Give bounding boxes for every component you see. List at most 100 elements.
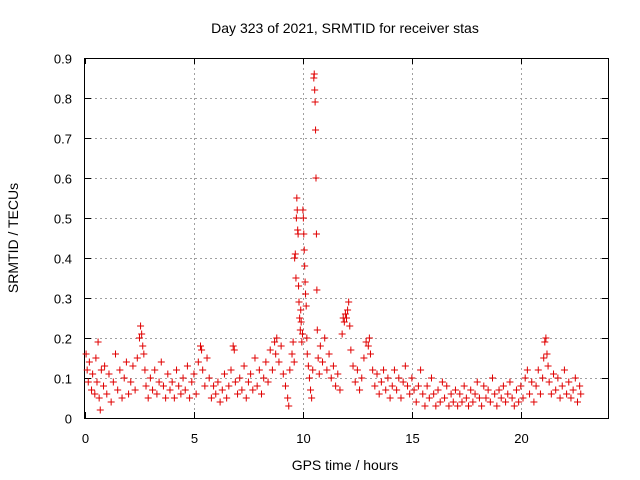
data-point <box>515 398 523 406</box>
data-point <box>253 382 261 390</box>
data-point <box>135 334 143 342</box>
data-point <box>112 350 120 358</box>
data-point <box>315 370 323 378</box>
data-point <box>343 314 350 322</box>
data-point <box>201 382 209 390</box>
data-point <box>443 382 451 390</box>
y-tick-label: 0.9 <box>54 52 72 67</box>
data-point <box>301 278 309 286</box>
data-point <box>91 390 99 398</box>
data-point <box>302 302 310 310</box>
data-point <box>260 374 268 382</box>
data-point <box>149 386 157 394</box>
data-point <box>231 378 239 386</box>
data-point <box>434 386 442 394</box>
data-point <box>198 346 206 354</box>
x-tick-label: 10 <box>296 431 310 446</box>
data-point <box>216 398 224 406</box>
y-axis-label: SRMTID / TECUs <box>5 183 21 293</box>
data-point <box>144 394 152 402</box>
data-point <box>298 330 306 338</box>
data-point <box>288 350 296 358</box>
data-point <box>289 338 297 346</box>
data-point <box>536 390 544 398</box>
data-point <box>94 338 102 346</box>
data-point <box>297 318 305 326</box>
data-point <box>489 374 497 382</box>
data-point <box>296 326 304 334</box>
data-point <box>85 358 93 366</box>
data-point <box>131 386 139 394</box>
data-point <box>313 326 321 334</box>
y-tick-label: 0.1 <box>54 372 72 387</box>
data-point <box>159 382 167 390</box>
data-point <box>199 366 207 374</box>
data-point <box>351 378 359 386</box>
data-point <box>412 398 420 406</box>
data-point <box>469 398 477 406</box>
y-tick-label: 0.7 <box>54 132 72 147</box>
data-point <box>341 310 349 318</box>
data-point <box>186 394 194 402</box>
data-point <box>316 342 324 350</box>
data-point <box>344 306 352 314</box>
data-point <box>504 390 512 398</box>
data-point <box>560 366 568 374</box>
data-point <box>205 374 213 382</box>
data-point <box>298 338 306 346</box>
data-point <box>227 366 235 374</box>
data-point <box>281 382 289 390</box>
data-point <box>299 206 307 214</box>
data-point <box>303 350 311 358</box>
data-point <box>299 214 307 222</box>
data-point <box>356 386 364 394</box>
data-point <box>304 362 312 370</box>
data-point <box>325 350 333 358</box>
data-point <box>251 354 259 362</box>
data-point <box>297 306 305 314</box>
data-point <box>471 390 479 398</box>
data-point <box>334 370 342 378</box>
data-point <box>129 362 137 370</box>
data-point <box>458 398 466 406</box>
data-point <box>103 390 111 398</box>
data-point <box>272 350 280 358</box>
y-tick-label: 0.6 <box>54 172 72 187</box>
data-point <box>258 390 266 398</box>
data-point <box>397 394 405 402</box>
data-point <box>146 374 154 382</box>
data-point <box>236 374 244 382</box>
data-point <box>360 354 368 362</box>
data-point <box>96 406 104 414</box>
data-point <box>528 378 536 386</box>
data-point <box>506 378 514 386</box>
data-point <box>423 382 431 390</box>
y-tick-label: 0.5 <box>54 212 72 227</box>
data-point <box>125 390 133 398</box>
data-point <box>173 366 181 374</box>
data-point <box>207 394 215 402</box>
data-point <box>456 390 464 398</box>
data-point <box>122 358 130 366</box>
data-point <box>286 366 294 374</box>
data-point <box>478 402 486 410</box>
data-point <box>310 70 318 78</box>
data-point <box>427 374 435 382</box>
data-point <box>188 378 196 386</box>
data-point <box>430 390 438 398</box>
data-point <box>395 374 403 382</box>
data-point <box>249 386 257 394</box>
data-point <box>311 86 319 94</box>
data-point <box>175 382 183 390</box>
data-point <box>312 230 320 238</box>
data-point <box>526 390 534 398</box>
data-point <box>223 394 231 402</box>
data-point <box>127 378 135 386</box>
data-point <box>410 386 418 394</box>
data-point <box>340 318 348 326</box>
data-point <box>179 374 187 382</box>
data-point <box>192 390 200 398</box>
data-points <box>82 70 585 414</box>
data-point <box>133 354 141 362</box>
